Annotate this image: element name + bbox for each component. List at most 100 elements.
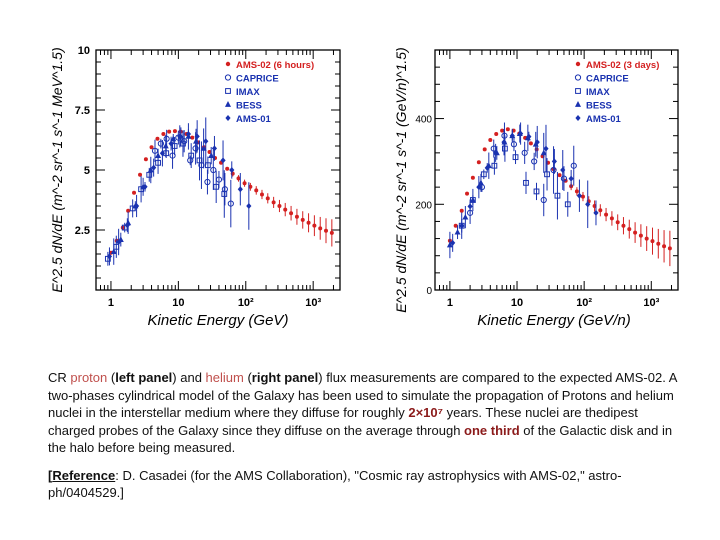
data-point bbox=[220, 157, 226, 164]
data-point bbox=[142, 183, 148, 190]
data-point bbox=[149, 145, 154, 150]
data-point bbox=[157, 140, 164, 147]
legend-marker bbox=[575, 61, 581, 67]
caption-helium: helium bbox=[205, 370, 244, 385]
data-point bbox=[185, 131, 192, 137]
caption-text: ( bbox=[107, 370, 116, 385]
data-point bbox=[207, 150, 212, 154]
data-point bbox=[459, 208, 464, 213]
data-point bbox=[510, 141, 518, 148]
data-point bbox=[560, 175, 568, 182]
reference-label[interactable]: Reference bbox=[52, 467, 116, 483]
data-point bbox=[580, 194, 585, 199]
legend-label: AMS-01 bbox=[586, 114, 622, 125]
data-point bbox=[204, 162, 211, 169]
data-point bbox=[667, 246, 672, 251]
figure-caption: CR proton (left panel) and helium (right… bbox=[48, 369, 688, 502]
data-point bbox=[462, 213, 469, 220]
x-axis-label: Kinetic Energy (GeV) bbox=[148, 312, 289, 329]
data-point bbox=[540, 149, 547, 156]
data-point bbox=[312, 223, 317, 228]
data-point bbox=[650, 239, 655, 244]
caption-proton: proton bbox=[70, 370, 108, 385]
data-point bbox=[229, 167, 235, 173]
reference-text: D. Casadei (for the AMS Collaboration), … bbox=[48, 467, 622, 501]
data-point bbox=[168, 140, 174, 147]
y-tick-label: 10 bbox=[78, 45, 90, 57]
data-point bbox=[151, 164, 157, 171]
data-point bbox=[172, 129, 177, 134]
data-point bbox=[501, 139, 507, 146]
data-point bbox=[259, 192, 264, 197]
data-point bbox=[465, 191, 470, 196]
data-point bbox=[528, 141, 533, 146]
data-point bbox=[459, 222, 465, 229]
data-point bbox=[171, 143, 178, 149]
x-tick-label: 10³ bbox=[643, 297, 659, 309]
caption-years-value: 2×10⁷ bbox=[408, 405, 443, 420]
y-tick-label: 5 bbox=[84, 165, 90, 177]
legend-label: CAPRICE bbox=[586, 74, 629, 85]
data-point bbox=[598, 208, 603, 213]
x-tick-label: 10³ bbox=[305, 297, 321, 309]
data-point bbox=[213, 183, 220, 190]
y-tick-label: 7.5 bbox=[75, 105, 90, 117]
data-point bbox=[505, 127, 510, 132]
data-point bbox=[248, 184, 253, 189]
legend-label: IMAX bbox=[236, 87, 260, 98]
legend-marker bbox=[575, 101, 581, 107]
caption-text: of the Galactic disk and in the halo bef… bbox=[48, 422, 673, 456]
data-point bbox=[656, 241, 661, 246]
data-point bbox=[470, 175, 475, 180]
legend-label: IMAX bbox=[586, 87, 610, 98]
legend-label: AMS-02 (6 hours) bbox=[236, 60, 314, 71]
data-point bbox=[300, 217, 305, 222]
data-point bbox=[329, 230, 334, 235]
y-tick-label: 2.5 bbox=[75, 225, 90, 237]
data-point bbox=[196, 157, 203, 164]
series-ams-02-6-hours- bbox=[108, 129, 334, 255]
data-point bbox=[484, 164, 490, 171]
x-axis-label: Kinetic Energy (GeV/n) bbox=[477, 312, 630, 329]
data-point bbox=[450, 239, 456, 246]
y-axis-label: E^2.5 dN/dE (m^-2 sr^-1 s^-1 MeV^1.5) bbox=[49, 47, 65, 292]
series-ams-01 bbox=[106, 117, 252, 266]
data-point bbox=[133, 203, 140, 209]
caption-text: ) flux measurements are compared to the … bbox=[48, 370, 677, 420]
data-point bbox=[526, 133, 532, 140]
data-point bbox=[289, 211, 294, 216]
data-point bbox=[318, 226, 323, 231]
proton-flux-chart: 1 10 10² 10³ 2.5 5 7.5 10 Kinetic Energy (GeV) E^… bbox=[49, 45, 341, 329]
data-point bbox=[469, 196, 476, 203]
legend-label: BESS bbox=[236, 101, 262, 112]
y-tick-label: 200 bbox=[415, 200, 432, 211]
x-tick-label: 10 bbox=[511, 297, 523, 309]
data-point bbox=[609, 216, 614, 221]
data-point bbox=[124, 222, 130, 229]
caption-text: CR bbox=[48, 370, 71, 385]
data-point bbox=[225, 166, 230, 171]
data-point bbox=[551, 158, 557, 165]
data-point bbox=[155, 136, 160, 141]
data-point bbox=[633, 230, 638, 235]
legend-marker bbox=[225, 88, 231, 94]
data-point bbox=[644, 236, 649, 241]
data-point bbox=[574, 189, 579, 194]
caption-text: years. These nuclei are thedipest charge… bbox=[48, 405, 638, 438]
caption-one-third: one third bbox=[464, 422, 520, 438]
caption-paragraph: CR proton (left panel) and helium (right… bbox=[48, 369, 688, 457]
data-point bbox=[200, 145, 207, 151]
data-point bbox=[576, 192, 583, 199]
data-point bbox=[662, 244, 667, 249]
data-point bbox=[509, 132, 515, 139]
legend-marker bbox=[575, 115, 581, 121]
series-ams-01 bbox=[450, 122, 599, 252]
legend-label: BESS bbox=[586, 101, 612, 112]
data-point bbox=[177, 133, 183, 140]
data-point bbox=[169, 152, 176, 159]
data-point bbox=[162, 142, 169, 149]
data-point bbox=[237, 186, 243, 193]
data-point bbox=[540, 196, 547, 204]
data-point bbox=[446, 241, 453, 248]
data-point bbox=[500, 128, 505, 133]
